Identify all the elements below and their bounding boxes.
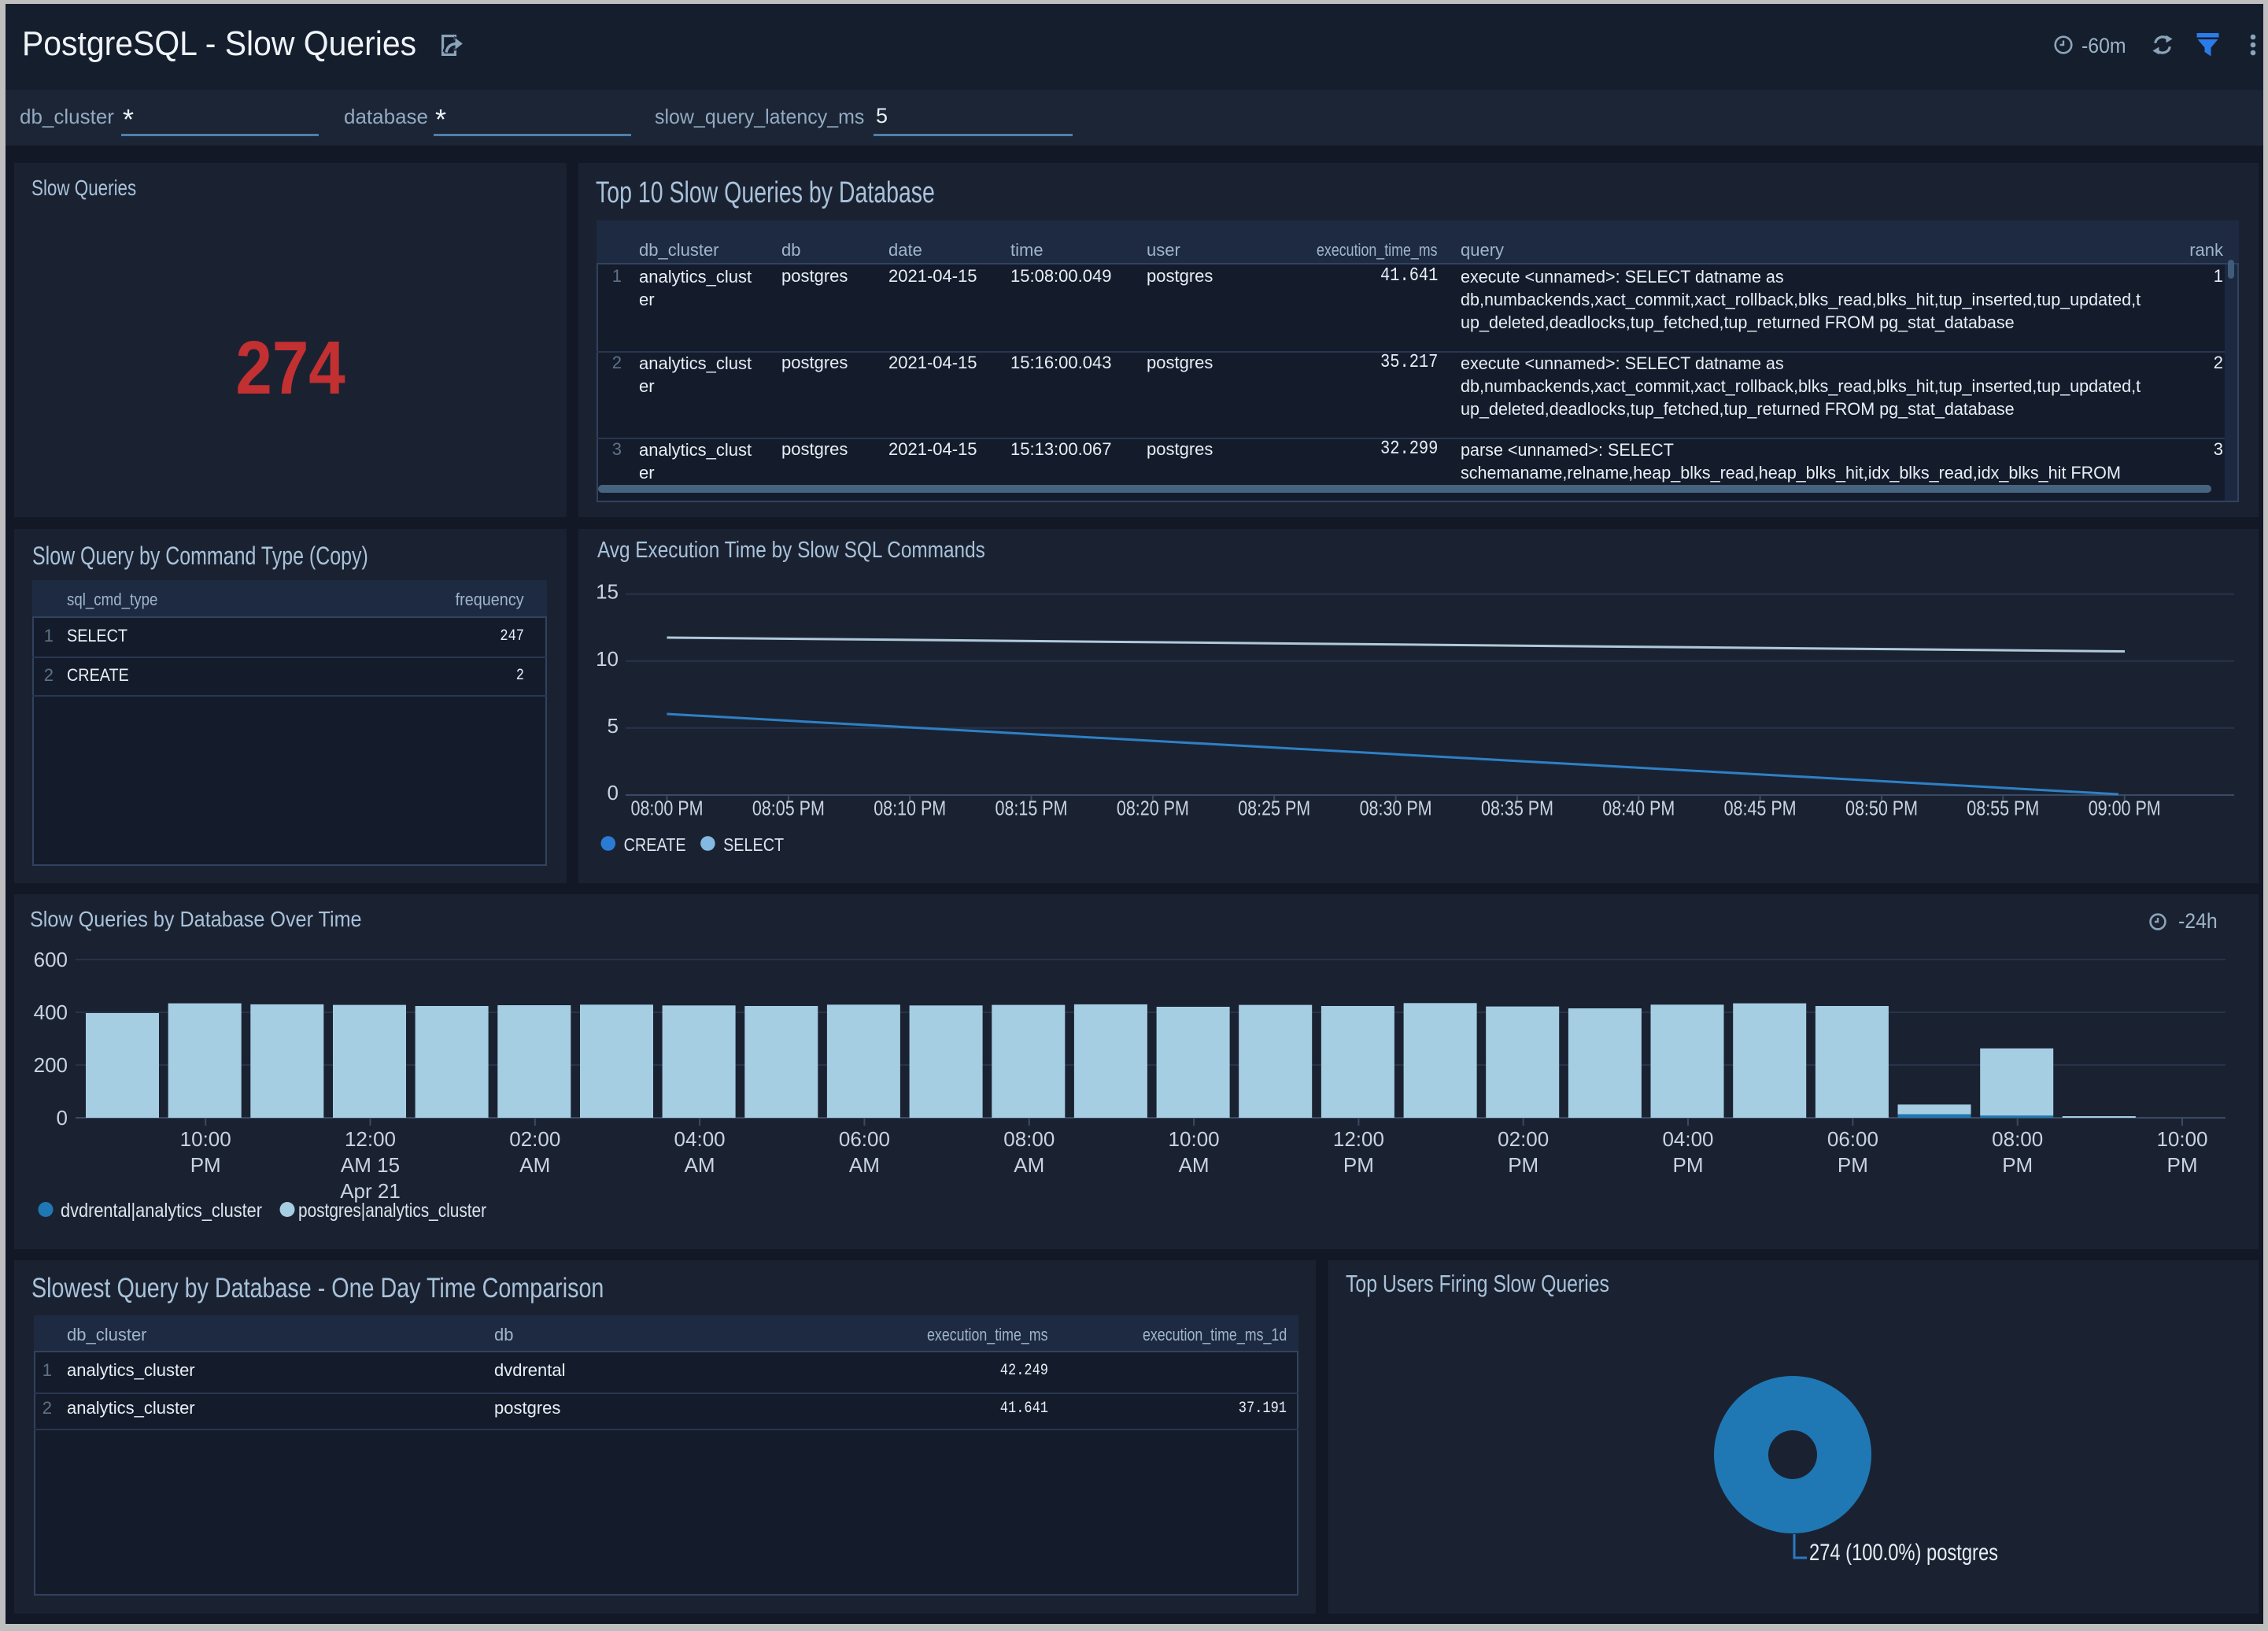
svg-text:02:00: 02:00 <box>509 1127 560 1151</box>
svg-text:08:10 PM: 08:10 PM <box>874 797 946 820</box>
svg-text:15: 15 <box>596 580 619 604</box>
svg-text:PM: PM <box>2002 1153 2033 1177</box>
svg-text:08:05 PM: 08:05 PM <box>752 797 825 820</box>
svg-text:08:00 PM: 08:00 PM <box>631 797 704 820</box>
svg-text:08:30 PM: 08:30 PM <box>1360 797 1432 820</box>
svg-text:06:00: 06:00 <box>839 1127 890 1151</box>
svg-text:AM: AM <box>1014 1153 1044 1177</box>
svg-text:10: 10 <box>596 647 619 671</box>
svg-text:AM: AM <box>849 1153 880 1177</box>
svg-text:PM: PM <box>1838 1153 1868 1177</box>
svg-text:PM: PM <box>1343 1153 1374 1177</box>
svg-text:08:25 PM: 08:25 PM <box>1238 797 1310 820</box>
svg-text:08:00: 08:00 <box>1003 1127 1055 1151</box>
svg-text:600: 600 <box>34 948 68 971</box>
svg-text:CREATE: CREATE <box>624 834 686 855</box>
svg-text:10:00: 10:00 <box>180 1127 231 1151</box>
svg-text:200: 200 <box>34 1053 68 1077</box>
svg-text:08:15 PM: 08:15 PM <box>995 797 1068 820</box>
svg-text:04:00: 04:00 <box>1662 1127 1713 1151</box>
svg-text:PM: PM <box>1673 1153 1704 1177</box>
svg-text:09:00 PM: 09:00 PM <box>2089 797 2161 820</box>
svg-text:02:00: 02:00 <box>1498 1127 1549 1151</box>
svg-text:08:00: 08:00 <box>1992 1127 2043 1151</box>
svg-text:10:00: 10:00 <box>1169 1127 1220 1151</box>
svg-text:08:35 PM: 08:35 PM <box>1481 797 1553 820</box>
svg-text:08:40 PM: 08:40 PM <box>1602 797 1675 820</box>
svg-text:PM: PM <box>190 1153 221 1177</box>
svg-text:PM: PM <box>1508 1153 1538 1177</box>
svg-text:400: 400 <box>34 1000 68 1024</box>
svg-text:274 (100.0%) postgres: 274 (100.0%) postgres <box>1809 1540 1998 1566</box>
svg-text:12:00: 12:00 <box>345 1127 396 1151</box>
svg-text:5: 5 <box>608 714 619 738</box>
svg-text:PM: PM <box>2167 1153 2198 1177</box>
svg-text:AM: AM <box>685 1153 715 1177</box>
svg-text:0: 0 <box>608 781 619 804</box>
svg-text:AM: AM <box>1179 1153 1210 1177</box>
svg-text:10:00: 10:00 <box>2156 1127 2207 1151</box>
svg-text:08:50 PM: 08:50 PM <box>1845 797 1918 820</box>
svg-text:04:00: 04:00 <box>674 1127 726 1151</box>
svg-text:08:55 PM: 08:55 PM <box>1967 797 2039 820</box>
svg-text:postgres|analytics_cluster: postgres|analytics_cluster <box>298 1200 486 1222</box>
svg-text:08:45 PM: 08:45 PM <box>1724 797 1797 820</box>
svg-text:08:20 PM: 08:20 PM <box>1117 797 1189 820</box>
svg-text:AM 15: AM 15 <box>341 1153 400 1177</box>
svg-text:Apr 21: Apr 21 <box>340 1179 401 1203</box>
svg-text:SELECT: SELECT <box>723 834 784 855</box>
svg-text:0: 0 <box>57 1106 68 1130</box>
svg-text:dvdrental|analytics_cluster: dvdrental|analytics_cluster <box>61 1200 262 1222</box>
svg-text:AM: AM <box>519 1153 550 1177</box>
svg-text:06:00: 06:00 <box>1827 1127 1878 1151</box>
svg-text:12:00: 12:00 <box>1333 1127 1384 1151</box>
